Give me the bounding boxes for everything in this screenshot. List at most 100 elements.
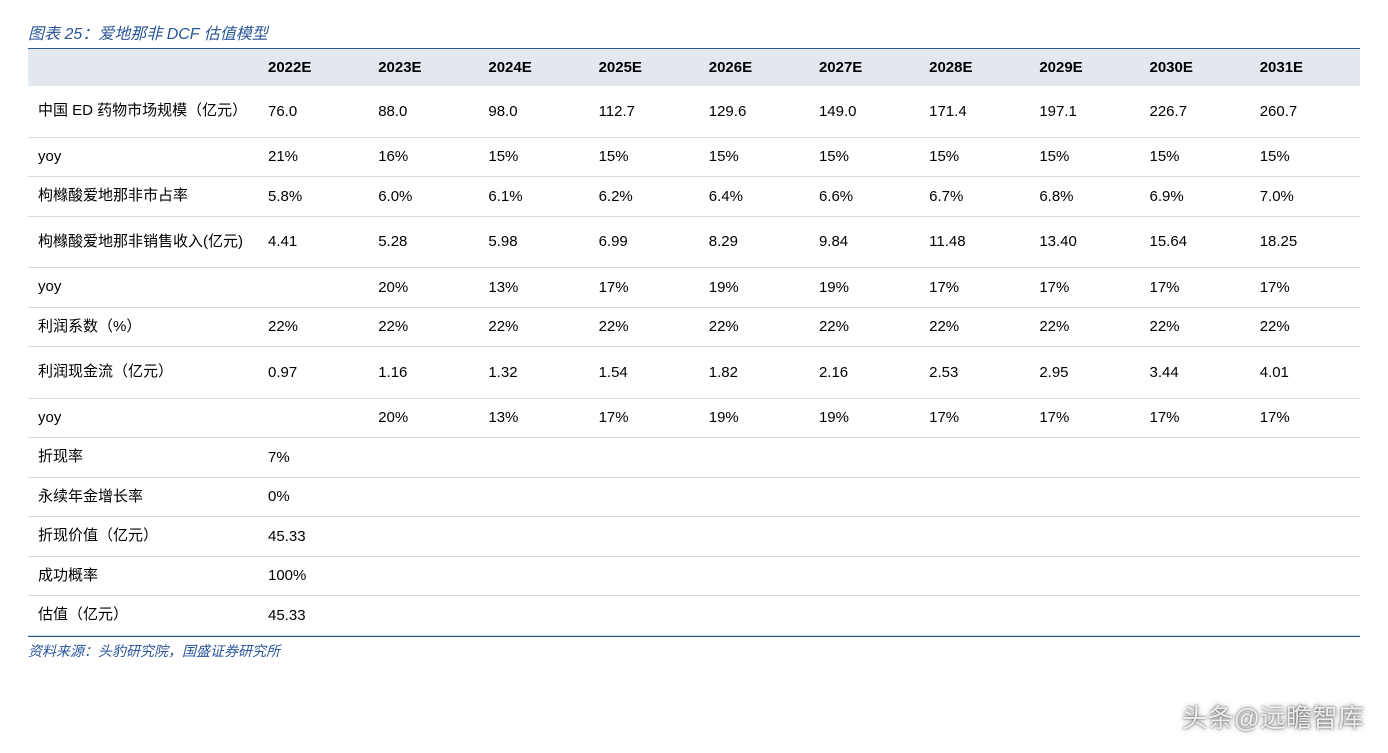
table-cell: 22% — [478, 307, 588, 347]
table-cell — [1029, 477, 1139, 517]
table-cell: 98.0 — [478, 86, 588, 137]
watermark-text: 头条@远瞻智库 — [1182, 698, 1364, 735]
table-cell — [478, 517, 588, 557]
table-cell: 6.2% — [589, 177, 699, 217]
table-cell: 21% — [258, 137, 368, 177]
row-label: 枸橼酸爱地那非市占率 — [28, 177, 258, 217]
table-cell: 1.54 — [589, 347, 699, 399]
table-cell — [1140, 556, 1250, 596]
table-cell — [1140, 596, 1250, 636]
table-row: 中国 ED 药物市场规模（亿元）76.088.098.0112.7129.614… — [28, 86, 1360, 137]
table-cell: 13.40 — [1029, 216, 1139, 268]
figure-title: 图表 25：爱地那非 DCF 估值模型 — [28, 26, 268, 43]
row-label: yoy — [28, 137, 258, 177]
table-cell — [919, 556, 1029, 596]
table-row: 利润系数（%）22%22%22%22%22%22%22%22%22%22% — [28, 307, 1360, 347]
table-cell: 19% — [809, 398, 919, 438]
table-cell: 7.0% — [1250, 177, 1360, 217]
table-cell: 0% — [258, 477, 368, 517]
table-cell: 112.7 — [589, 86, 699, 137]
table-header: 2022E2023E2024E2025E2026E2027E2028E2029E… — [28, 49, 1360, 86]
table-cell: 15% — [919, 137, 1029, 177]
table-cell: 22% — [589, 307, 699, 347]
table-cell: 5.8% — [258, 177, 368, 217]
table-cell — [919, 517, 1029, 557]
table-cell — [258, 398, 368, 438]
row-label: 折现率 — [28, 438, 258, 478]
table-row: 折现率7% — [28, 438, 1360, 478]
table-cell: 13% — [478, 268, 588, 308]
table-cell — [368, 517, 478, 557]
table-cell: 16% — [368, 137, 478, 177]
table-cell: 15% — [589, 137, 699, 177]
table-cell — [809, 517, 919, 557]
table-cell: 22% — [258, 307, 368, 347]
table-cell: 22% — [699, 307, 809, 347]
row-label: 利润现金流（亿元） — [28, 347, 258, 399]
table-cell: 22% — [809, 307, 919, 347]
table-cell — [478, 556, 588, 596]
row-label: 估值（亿元） — [28, 596, 258, 636]
table-cell: 17% — [1250, 268, 1360, 308]
row-label: 中国 ED 药物市场规模（亿元） — [28, 86, 258, 137]
table-cell: 15% — [1140, 137, 1250, 177]
table-cell: 9.84 — [809, 216, 919, 268]
column-header: 2022E — [258, 49, 368, 86]
table-cell: 19% — [699, 398, 809, 438]
column-header: 2030E — [1140, 49, 1250, 86]
table-cell: 2.16 — [809, 347, 919, 399]
table-cell: 45.33 — [258, 517, 368, 557]
table-cell: 22% — [368, 307, 478, 347]
column-header: 2024E — [478, 49, 588, 86]
table-cell: 22% — [1250, 307, 1360, 347]
column-header: 2029E — [1029, 49, 1139, 86]
table-cell — [589, 477, 699, 517]
table-cell — [699, 556, 809, 596]
table-cell: 20% — [368, 268, 478, 308]
table-cell: 0.97 — [258, 347, 368, 399]
table-row: 枸橼酸爱地那非市占率5.8%6.0%6.1%6.2%6.4%6.6%6.7%6.… — [28, 177, 1360, 217]
table-row: yoy21%16%15%15%15%15%15%15%15%15% — [28, 137, 1360, 177]
table-cell — [368, 556, 478, 596]
table-cell — [699, 517, 809, 557]
table-cell: 17% — [1250, 398, 1360, 438]
table-row: yoy20%13%17%19%19%17%17%17%17% — [28, 268, 1360, 308]
row-label: 折现价值（亿元） — [28, 517, 258, 557]
table-cell — [919, 477, 1029, 517]
table-cell: 22% — [1029, 307, 1139, 347]
table-cell: 4.01 — [1250, 347, 1360, 399]
table-cell: 5.98 — [478, 216, 588, 268]
table-row: yoy20%13%17%19%19%17%17%17%17% — [28, 398, 1360, 438]
table-cell — [1250, 517, 1360, 557]
table-cell: 20% — [368, 398, 478, 438]
table-cell: 76.0 — [258, 86, 368, 137]
table-cell — [368, 596, 478, 636]
table-cell — [368, 477, 478, 517]
table-cell: 7% — [258, 438, 368, 478]
table-cell: 8.29 — [699, 216, 809, 268]
table-cell — [809, 596, 919, 636]
table-cell: 2.95 — [1029, 347, 1139, 399]
table-cell — [589, 438, 699, 478]
table-cell: 17% — [1140, 268, 1250, 308]
table-cell — [1029, 556, 1139, 596]
table-cell — [1029, 596, 1139, 636]
table-cell — [1250, 556, 1360, 596]
table-cell — [809, 556, 919, 596]
table-cell — [1140, 477, 1250, 517]
table-cell — [1029, 438, 1139, 478]
table-row: 估值（亿元）45.33 — [28, 596, 1360, 636]
dcf-valuation-table: 2022E2023E2024E2025E2026E2027E2028E2029E… — [28, 49, 1360, 636]
table-row: 折现价值（亿元）45.33 — [28, 517, 1360, 557]
table-cell: 15% — [1250, 137, 1360, 177]
table-cell: 18.25 — [1250, 216, 1360, 268]
table-cell: 171.4 — [919, 86, 1029, 137]
row-label: 永续年金增长率 — [28, 477, 258, 517]
table-cell: 22% — [1140, 307, 1250, 347]
table-row: 枸橼酸爱地那非销售收入(亿元)4.415.285.986.998.299.841… — [28, 216, 1360, 268]
column-header: 2026E — [699, 49, 809, 86]
table-cell: 17% — [589, 268, 699, 308]
column-header-rowlabel — [28, 49, 258, 86]
table-cell: 22% — [919, 307, 1029, 347]
table-cell: 1.82 — [699, 347, 809, 399]
